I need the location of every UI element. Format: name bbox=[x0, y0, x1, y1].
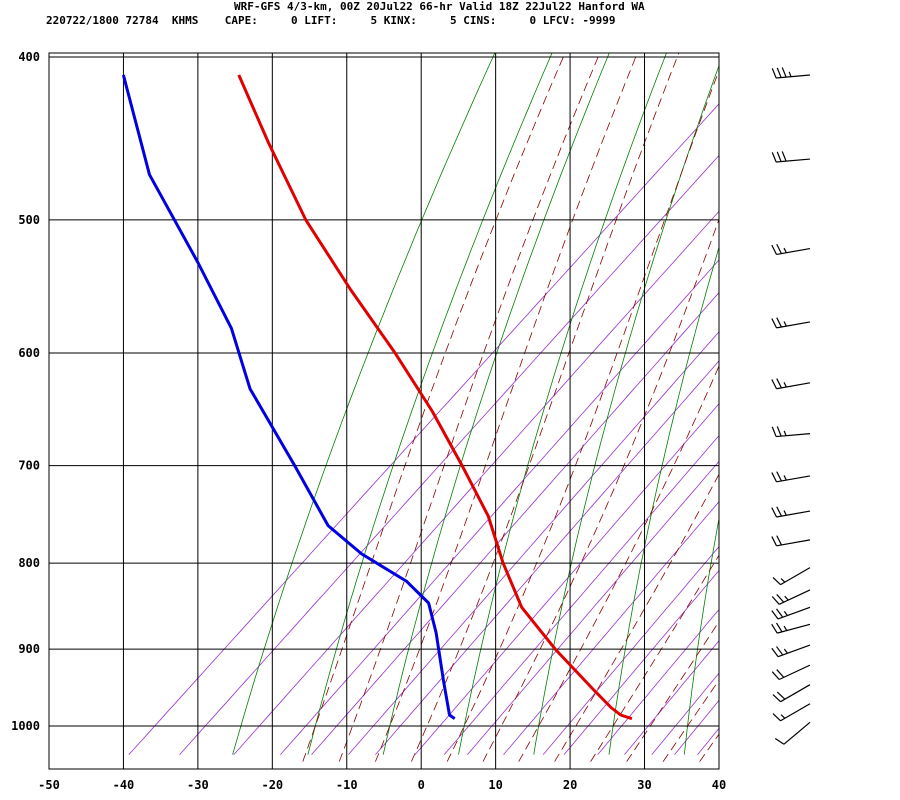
moist-adiabat-line bbox=[626, 620, 719, 762]
wind-barb bbox=[771, 606, 811, 620]
moist-adiabat-line bbox=[518, 365, 719, 762]
x-tick-label: 40 bbox=[712, 778, 726, 792]
mixing-ratio-line bbox=[233, 210, 719, 755]
x-tick-label: -30 bbox=[187, 778, 209, 792]
station-info-line: 220722/1800 72784 KHMS CAPE: 0 LIFT: 5 K… bbox=[46, 14, 616, 27]
y-tick-label: 700 bbox=[18, 459, 40, 473]
background-lines bbox=[128, 0, 900, 762]
moist-adiabat-line bbox=[482, 218, 719, 762]
y-tick-label: 400 bbox=[18, 50, 40, 64]
x-tick-label: -40 bbox=[113, 778, 135, 792]
y-tick-label: 500 bbox=[18, 213, 40, 227]
chart-title: WRF-GFS 4/3-km, 00Z 20Jul22 66-hr Valid … bbox=[234, 0, 645, 13]
y-tick-label: 800 bbox=[18, 556, 40, 570]
wind-barb bbox=[771, 317, 811, 329]
moist-adiabat-line bbox=[662, 679, 719, 762]
mixing-ratio-line bbox=[467, 460, 719, 755]
mixing-ratio-line bbox=[414, 403, 719, 755]
dry-adiabat-line bbox=[458, 53, 667, 755]
mixing-ratio-line bbox=[597, 608, 719, 755]
wind-barb bbox=[771, 644, 811, 658]
y-axis-labels: 400 500 600 700 800 900 1000 bbox=[11, 50, 40, 733]
wind-barbs bbox=[771, 67, 811, 745]
grid-lines bbox=[49, 53, 719, 769]
moist-adiabat-line bbox=[446, 69, 719, 762]
mixing-ratio-line bbox=[697, 727, 719, 755]
wind-barb bbox=[774, 721, 811, 745]
y-tick-label: 900 bbox=[18, 642, 40, 656]
wind-barb bbox=[771, 378, 811, 390]
mixing-ratio-line bbox=[348, 331, 719, 755]
x-tick-label: -20 bbox=[261, 778, 283, 792]
moist-adiabat-line bbox=[736, 20, 900, 762]
wind-barb bbox=[771, 426, 811, 438]
mixing-ratio-line bbox=[311, 292, 719, 755]
moist-adiabat-line bbox=[554, 473, 719, 762]
wind-barb bbox=[772, 567, 811, 586]
dry-adiabat-line bbox=[232, 53, 496, 755]
dry-adiabat-line bbox=[683, 516, 719, 755]
x-tick-label: 10 bbox=[488, 778, 502, 792]
moist-adiabat-line bbox=[375, 53, 638, 762]
wind-barb bbox=[771, 622, 811, 634]
wind-barb bbox=[771, 506, 811, 518]
wind-barb bbox=[771, 664, 811, 681]
x-tick-label: -50 bbox=[38, 778, 60, 792]
wind-barb bbox=[771, 151, 811, 163]
mixing-ratio-line bbox=[674, 699, 719, 755]
mixing-ratio-line bbox=[280, 259, 719, 755]
x-tick-label: 20 bbox=[563, 778, 577, 792]
moist-adiabat-line bbox=[411, 53, 680, 762]
wind-barb bbox=[771, 471, 811, 483]
mixing-ratio-line bbox=[503, 501, 719, 755]
x-axis-labels: -50 -40 -30 -20 -10 0 10 20 30 40 bbox=[38, 778, 726, 792]
dry-adiabat-line bbox=[382, 53, 610, 755]
mixing-ratio-line bbox=[128, 103, 719, 755]
dry-adiabat-line bbox=[608, 245, 719, 755]
wind-barb bbox=[771, 535, 811, 547]
dry-adiabat-line bbox=[533, 64, 719, 755]
wind-barb bbox=[772, 684, 811, 703]
mixing-ratio-line bbox=[563, 569, 719, 755]
moist-adiabat-line bbox=[338, 53, 601, 762]
dewpoint-line bbox=[121, 74, 456, 720]
mixing-ratio-line bbox=[179, 154, 719, 755]
dry-adiabat-line bbox=[307, 53, 553, 755]
wind-barb bbox=[772, 703, 811, 722]
wind-barb bbox=[771, 589, 811, 605]
plot-frame bbox=[48, 52, 720, 770]
x-tick-label: 30 bbox=[637, 778, 651, 792]
wind-barb bbox=[771, 243, 811, 256]
dry-adiabat-line bbox=[835, 0, 900, 755]
y-tick-label: 600 bbox=[18, 346, 40, 360]
wind-barb bbox=[771, 67, 811, 79]
mixing-ratio-line bbox=[624, 640, 719, 755]
x-tick-label: -10 bbox=[336, 778, 358, 792]
mixing-ratio-line bbox=[542, 545, 719, 755]
moist-adiabat-line bbox=[302, 53, 566, 762]
profile-lines bbox=[121, 74, 633, 721]
mixing-ratio-line bbox=[375, 360, 719, 755]
dry-adiabat-line bbox=[760, 0, 900, 755]
temperature-line bbox=[237, 74, 633, 721]
mixing-ratio-line bbox=[651, 672, 719, 755]
y-tick-label: 1000 bbox=[11, 719, 40, 733]
x-tick-label: 0 bbox=[418, 778, 425, 792]
moist-adiabat-line bbox=[699, 733, 719, 762]
mixing-ratio-line bbox=[443, 435, 719, 755]
